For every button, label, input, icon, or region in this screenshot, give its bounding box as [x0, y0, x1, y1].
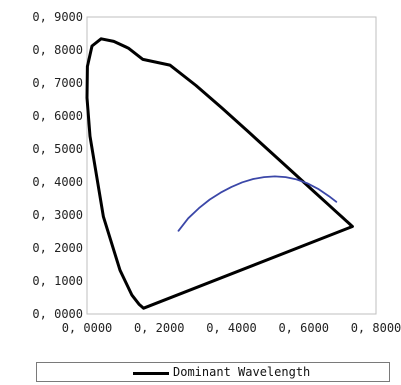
y-tick-label: 0, 1000 [32, 274, 83, 288]
x-tick-label: 0, 6000 [278, 321, 329, 335]
x-tick-label: 0, 8000 [351, 321, 401, 335]
series-line-dominant-wavelength [85, 37, 354, 310]
plot-area [86, 16, 377, 315]
series-layer [85, 37, 354, 310]
x-tick-label: 0, 2000 [134, 321, 185, 335]
y-tick-label: 0, 4000 [32, 175, 83, 189]
series-line-planckian-locus [177, 175, 338, 232]
y-tick-label: 0, 3000 [32, 208, 83, 222]
y-tick-label: 0, 2000 [32, 241, 83, 255]
y-tick-label: 0, 6000 [32, 109, 83, 123]
y-tick-label: 0, 9000 [32, 10, 83, 24]
chromaticity-chart: 0, 0000 0, 1000 0, 2000 0, 3000 0, 4000 0, 50… [32, 10, 401, 335]
y-tick-labels: 0, 0000 0, 1000 0, 2000 0, 3000 0, 4000 0, 50… [32, 10, 83, 321]
y-tick-label: 0, 7000 [32, 76, 83, 90]
x-tick-labels: 0, 0000 0, 2000 0, 4000 0, 6000 0, 8000 [62, 321, 401, 335]
y-tick-label: 0, 8000 [32, 43, 83, 57]
x-tick-label: 0, 4000 [206, 321, 257, 335]
y-tick-label: 0, 5000 [32, 142, 83, 156]
x-tick-label: 0, 0000 [62, 321, 113, 335]
legend-label-dominant-wavelength: Dominant Wavelength [173, 365, 311, 379]
y-tick-label: 0, 0000 [32, 307, 83, 321]
legend-swatch-dominant-wavelength [133, 372, 169, 375]
legend: Dominant Wavelength [36, 362, 390, 382]
